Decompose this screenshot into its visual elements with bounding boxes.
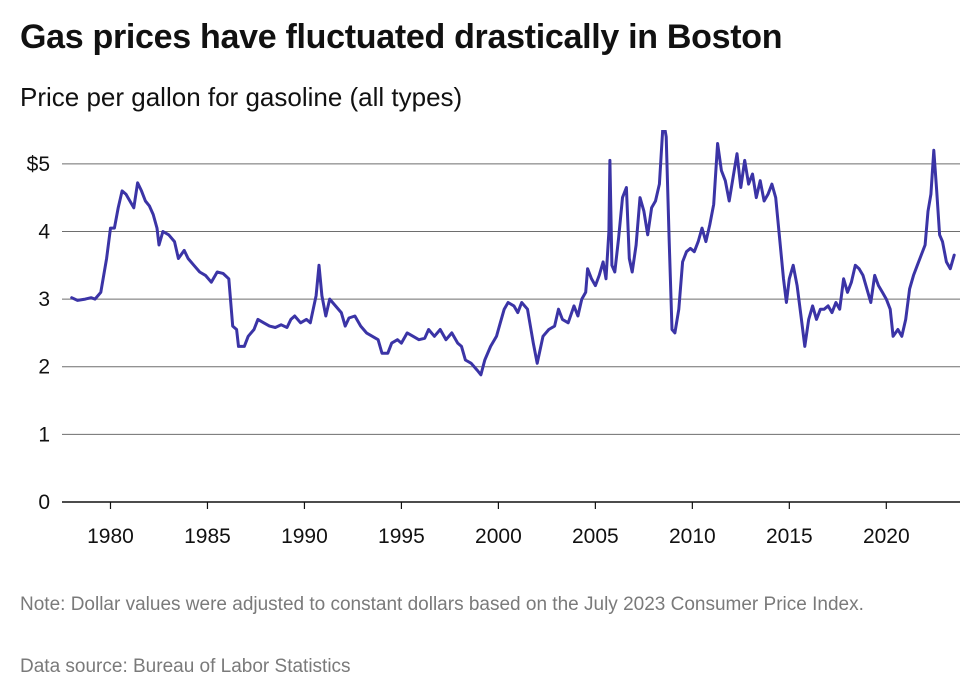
x-tick-label: 2005	[572, 525, 619, 548]
x-tick-label: 1995	[378, 525, 425, 548]
y-tick-label: 4	[38, 220, 50, 243]
x-tick-label: 1990	[281, 525, 328, 548]
x-axis-tick-marks	[109, 502, 887, 509]
line-chart: 0 1 2 3 4 $5 1980 1985 1990 1995 2000 2005 2010 2015…	[27, 130, 960, 548]
x-tick-label: 1985	[184, 525, 231, 548]
x-tick-label: 1980	[87, 525, 134, 548]
x-tick-label: 2015	[766, 525, 813, 548]
data-source: Data source: Bureau of Labor Statistics	[20, 656, 351, 677]
y-tick-label: $5	[27, 153, 50, 176]
x-tick-label: 2000	[475, 525, 522, 548]
x-axis-tick-labels: 1980 1985 1990 1995 2000 2005 2010 2015 2020	[87, 525, 910, 548]
series-lines	[70, 130, 956, 377]
y-axis-tick-labels: 0 1 2 3 4 $5	[27, 153, 51, 514]
gridlines	[62, 163, 960, 503]
y-tick-label: 0	[38, 491, 50, 514]
y-tick-label: 2	[38, 356, 50, 379]
series-line-0	[70, 130, 956, 377]
y-tick-label: 1	[38, 423, 50, 446]
x-tick-label: 2010	[669, 525, 716, 548]
chart-subtitle: Price per gallon for gasoline (all types…	[20, 82, 463, 112]
y-tick-label: 3	[38, 288, 50, 311]
chart-title: Gas prices have fluctuated drastically i…	[20, 18, 783, 56]
x-tick-label: 2020	[863, 525, 910, 548]
chart-note: Note: Dollar values were adjusted to con…	[20, 594, 864, 615]
